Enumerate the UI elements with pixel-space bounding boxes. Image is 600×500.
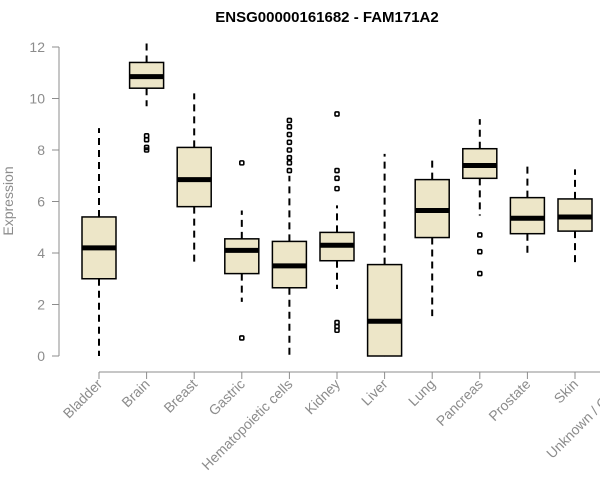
y-tick-label: 12 — [29, 39, 45, 55]
box-iqr — [224, 238, 260, 275]
outlier-point — [286, 160, 293, 166]
box-group — [271, 117, 308, 356]
box-group — [509, 161, 546, 257]
x-tick-label: Prostate — [485, 376, 533, 424]
box-iqr — [366, 263, 403, 357]
y-tick-label: 6 — [37, 194, 45, 210]
x-tick-label: Hematopoietic cells — [198, 376, 295, 473]
box-group — [224, 160, 260, 341]
outlier-point — [334, 327, 340, 334]
outlier-point — [143, 133, 150, 139]
y-axis: 0 2 4 6 8 10 12 — [29, 39, 60, 364]
x-tick-label: Lung — [405, 376, 438, 409]
outlier-point — [239, 160, 245, 166]
box-group — [414, 157, 450, 317]
boxes-group — [81, 41, 593, 357]
outlier-point — [286, 139, 293, 146]
outlier-point — [286, 154, 293, 161]
y-tick-label: 4 — [37, 245, 45, 261]
outlier-point — [334, 167, 340, 174]
x-tick-label: Liver — [358, 376, 391, 409]
box-group — [81, 128, 117, 356]
outlier-point — [334, 175, 340, 182]
box-group — [462, 119, 498, 277]
y-tick-label: 10 — [29, 91, 45, 107]
outlier-point — [476, 248, 483, 255]
box-group — [557, 169, 593, 266]
outlier-point — [239, 335, 245, 341]
x-tick-label: Kidney — [302, 376, 344, 418]
outlier-point — [286, 124, 293, 130]
outlier-point — [143, 144, 150, 151]
outlier-point — [476, 270, 483, 277]
x-tick-label: Gastric — [205, 376, 248, 419]
box-group — [366, 153, 403, 357]
box-group — [128, 41, 165, 153]
y-tick-label: 0 — [37, 348, 45, 364]
x-tick-label: Skin — [551, 376, 582, 407]
outlier-point — [476, 232, 483, 238]
x-tick-label: Brain — [118, 376, 152, 410]
outlier-point — [286, 147, 293, 153]
outlier-point — [334, 111, 340, 117]
outlier-point — [286, 117, 293, 124]
x-tick-label: Pancreas — [433, 376, 486, 429]
x-tick-label: Breast — [160, 376, 200, 416]
box-group — [176, 93, 212, 264]
box-group — [319, 111, 355, 334]
outlier-point — [334, 185, 340, 192]
chart-title: ENSG00000161682 - FAM171A2 — [215, 9, 438, 26]
box-iqr — [176, 146, 212, 208]
x-tick-label: Bladder — [60, 376, 106, 422]
outlier-point — [286, 167, 293, 174]
y-tick-label: 2 — [37, 297, 45, 313]
y-tick-label: 8 — [37, 142, 45, 158]
box-iqr — [509, 196, 546, 235]
outlier-point — [286, 131, 293, 138]
y-axis-label: Expression — [0, 166, 16, 235]
